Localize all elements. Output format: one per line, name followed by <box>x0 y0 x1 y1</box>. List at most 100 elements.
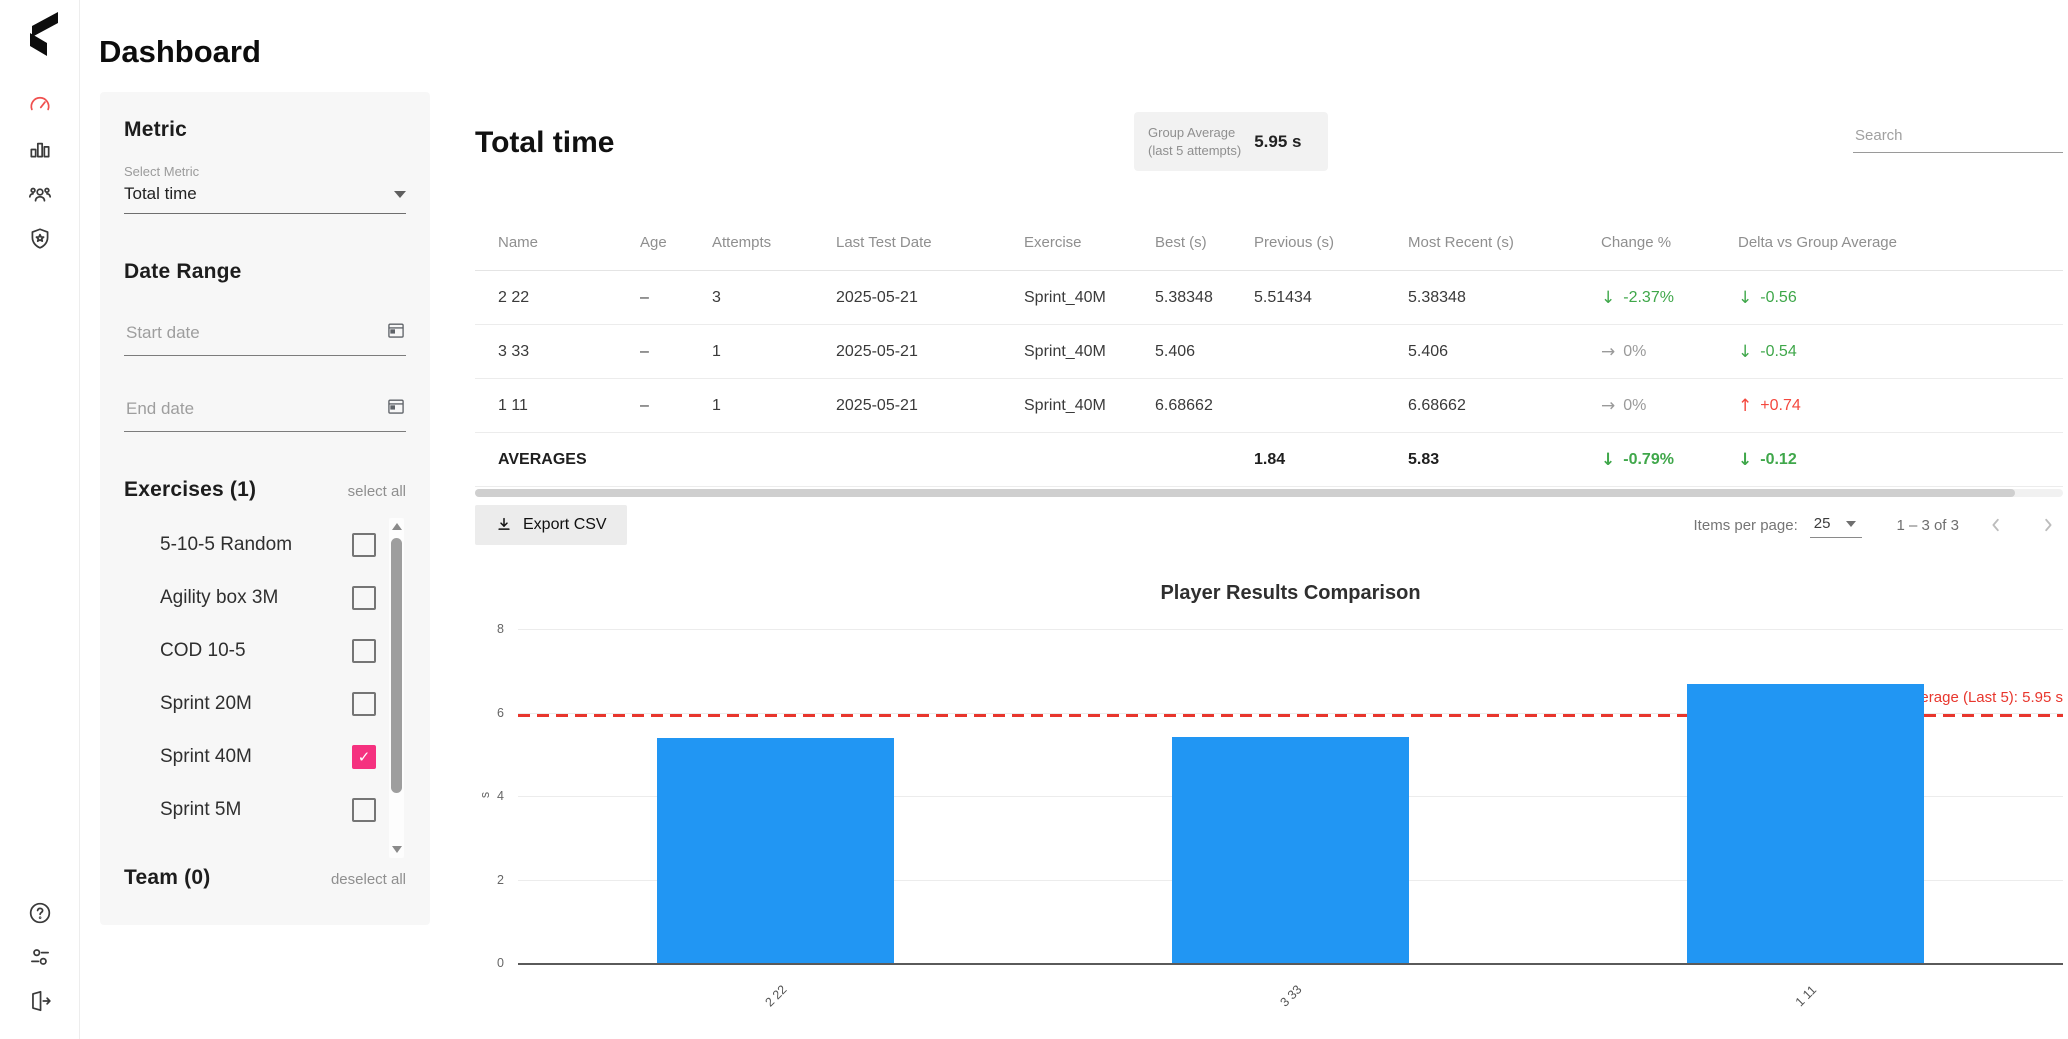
exercise-label: Agility box 3M <box>160 586 279 608</box>
arrow-down-icon: ↓ <box>1738 287 1753 308</box>
table-row: 1 11 – 1 2025-05-21 Sprint_40M 6.68662 6… <box>475 379 2063 433</box>
cell-best: 5.38348 <box>1155 288 1213 306</box>
exercise-scrollbar <box>389 518 404 858</box>
cell-last-test-date: 2025-05-21 <box>836 288 918 306</box>
y-tick-label: 4 <box>497 789 504 803</box>
exercise-checkbox[interactable] <box>352 744 376 769</box>
table-toolbar: Export CSV Items per page: 25 1 – 3 of 3 <box>475 505 2063 545</box>
deselect-all-link[interactable]: deselect all <box>330 871 406 888</box>
cell-change: ↓ -0.79% <box>1601 449 1674 470</box>
icon-sidebar <box>0 0 80 1039</box>
arrow-down-icon: ↓ <box>1738 341 1753 362</box>
arrow-down-icon: ↓ <box>1738 449 1753 470</box>
arrow-up-icon: ↑ <box>1738 395 1753 416</box>
scrollbar-thumb[interactable] <box>391 538 402 793</box>
select-all-link[interactable]: select all <box>347 483 406 500</box>
shield-icon[interactable] <box>26 225 54 253</box>
cell-name: 3 33 <box>498 342 530 360</box>
cell-most-recent: 5.83 <box>1408 450 1440 468</box>
scroll-down-icon[interactable] <box>392 846 402 853</box>
metric-select[interactable]: Total time <box>124 184 406 214</box>
scrollbar-thumb[interactable] <box>475 489 2016 497</box>
end-date-input[interactable] <box>124 397 378 420</box>
page-range-label: 1 – 3 of 3 <box>1896 516 1959 534</box>
cell-previous: 5.51434 <box>1254 288 1312 306</box>
calendar-icon[interactable] <box>386 320 406 345</box>
col-name: Name <box>498 234 539 251</box>
exercise-checkbox[interactable] <box>352 532 376 557</box>
start-date-input[interactable] <box>124 321 378 344</box>
y-tick-label: 6 <box>497 705 504 720</box>
cell-most-recent: 5.38348 <box>1408 288 1466 306</box>
date-range-heading: Date Range <box>124 260 242 283</box>
cell-name: 2 22 <box>498 288 530 306</box>
x-tick-label: 2 22 <box>761 982 790 1010</box>
exercise-checkbox[interactable] <box>352 797 376 822</box>
player-results-chart: Player Results Comparison 0 2 4 6 8 s Group Av… <box>475 580 2063 1020</box>
help-icon[interactable] <box>26 899 54 927</box>
x-tick-label: 3 33 <box>1276 982 1305 1010</box>
bar-chart-icon[interactable] <box>26 135 54 163</box>
cell-attempts: 1 <box>712 342 721 360</box>
cell-averages-label: AVERAGES <box>498 450 587 468</box>
exercise-label: Sprint 40M <box>160 745 252 767</box>
list-item: Sprint 20M <box>160 677 376 730</box>
exercise-checkbox[interactable] <box>352 585 376 610</box>
end-date-field[interactable] <box>124 396 406 432</box>
col-exercise: Exercise <box>1024 234 1082 251</box>
arrow-down-icon: ↓ <box>1601 287 1616 308</box>
exercise-checkbox[interactable] <box>352 691 376 716</box>
group-average-value: 5.95 s <box>1254 131 1302 151</box>
items-per-page-select[interactable]: 25 <box>1809 512 1863 538</box>
logout-icon[interactable] <box>26 987 54 1015</box>
filter-panel: Metric Select Metric Total time Date Ran… <box>100 92 430 925</box>
search-input[interactable] <box>1853 126 2067 145</box>
export-csv-button[interactable]: Export CSV <box>475 505 627 545</box>
team-icon[interactable] <box>26 180 54 208</box>
pagination: Items per page: 25 1 – 3 of 3 <box>1694 505 2063 545</box>
list-item: Agility box 3M <box>160 571 376 624</box>
chevron-down-icon <box>1846 520 1857 527</box>
cell-most-recent: 6.68662 <box>1408 396 1466 414</box>
cell-last-test-date: 2025-05-21 <box>836 396 918 414</box>
app-logo-icon <box>29 12 58 56</box>
cell-exercise: Sprint_40M <box>1024 342 1106 360</box>
chart-bar <box>657 738 894 963</box>
table-averages-row: AVERAGES 1.84 5.83 ↓ -0.79% ↓ -0.12 <box>475 433 2063 487</box>
preferences-icon[interactable] <box>26 943 54 971</box>
chart-bar <box>1172 737 1409 963</box>
table-row: 2 22 – 3 2025-05-21 Sprint_40M 5.38348 5… <box>475 271 2063 325</box>
metric-heading: Metric <box>124 118 188 141</box>
start-date-field[interactable] <box>124 320 406 356</box>
cell-change: → 0% <box>1601 395 1647 416</box>
group-average-label: Group Average (last 5 attempts) <box>1148 124 1242 158</box>
exercise-label: Sprint 20M <box>160 692 252 714</box>
list-item: Sprint 40M <box>160 730 376 783</box>
next-page-button[interactable] <box>2033 510 2063 540</box>
gridline <box>518 963 2063 965</box>
arrow-down-icon: ↓ <box>1601 449 1616 470</box>
main-content: Total time Group Average (last 5 attempt… <box>475 92 2067 1039</box>
table-horizontal-scrollbar <box>475 489 2063 497</box>
group-average-box: Group Average (last 5 attempts) 5.95 s <box>1134 112 1328 171</box>
metric-select-value: Total time <box>124 184 197 203</box>
list-item: Sprint 5M <box>160 783 376 836</box>
col-most-recent: Most Recent (s) <box>1408 234 1514 251</box>
cell-delta: ↓ -0.12 <box>1738 449 1797 470</box>
calendar-icon[interactable] <box>386 396 406 421</box>
cell-delta: ↑ +0.74 <box>1738 395 1801 416</box>
cell-previous: 1.84 <box>1254 450 1286 468</box>
cell-best: 6.68662 <box>1155 396 1213 414</box>
exercise-list: 5-10-5 Random Agility box 3M COD 10-5 Sp… <box>124 518 406 858</box>
sidebar-footer <box>26 899 54 1015</box>
scroll-up-icon[interactable] <box>392 523 402 530</box>
items-per-page-label: Items per page: <box>1693 516 1798 534</box>
cell-age: – <box>640 396 649 414</box>
previous-page-button[interactable] <box>1981 510 2011 540</box>
cell-delta: ↓ -0.54 <box>1738 341 1797 362</box>
gauge-icon[interactable] <box>26 90 54 118</box>
exercise-checkbox[interactable] <box>352 638 376 663</box>
results-table: Name Age Attempts Last Test Date Exercis… <box>475 215 2063 497</box>
search-field <box>1853 126 2067 153</box>
